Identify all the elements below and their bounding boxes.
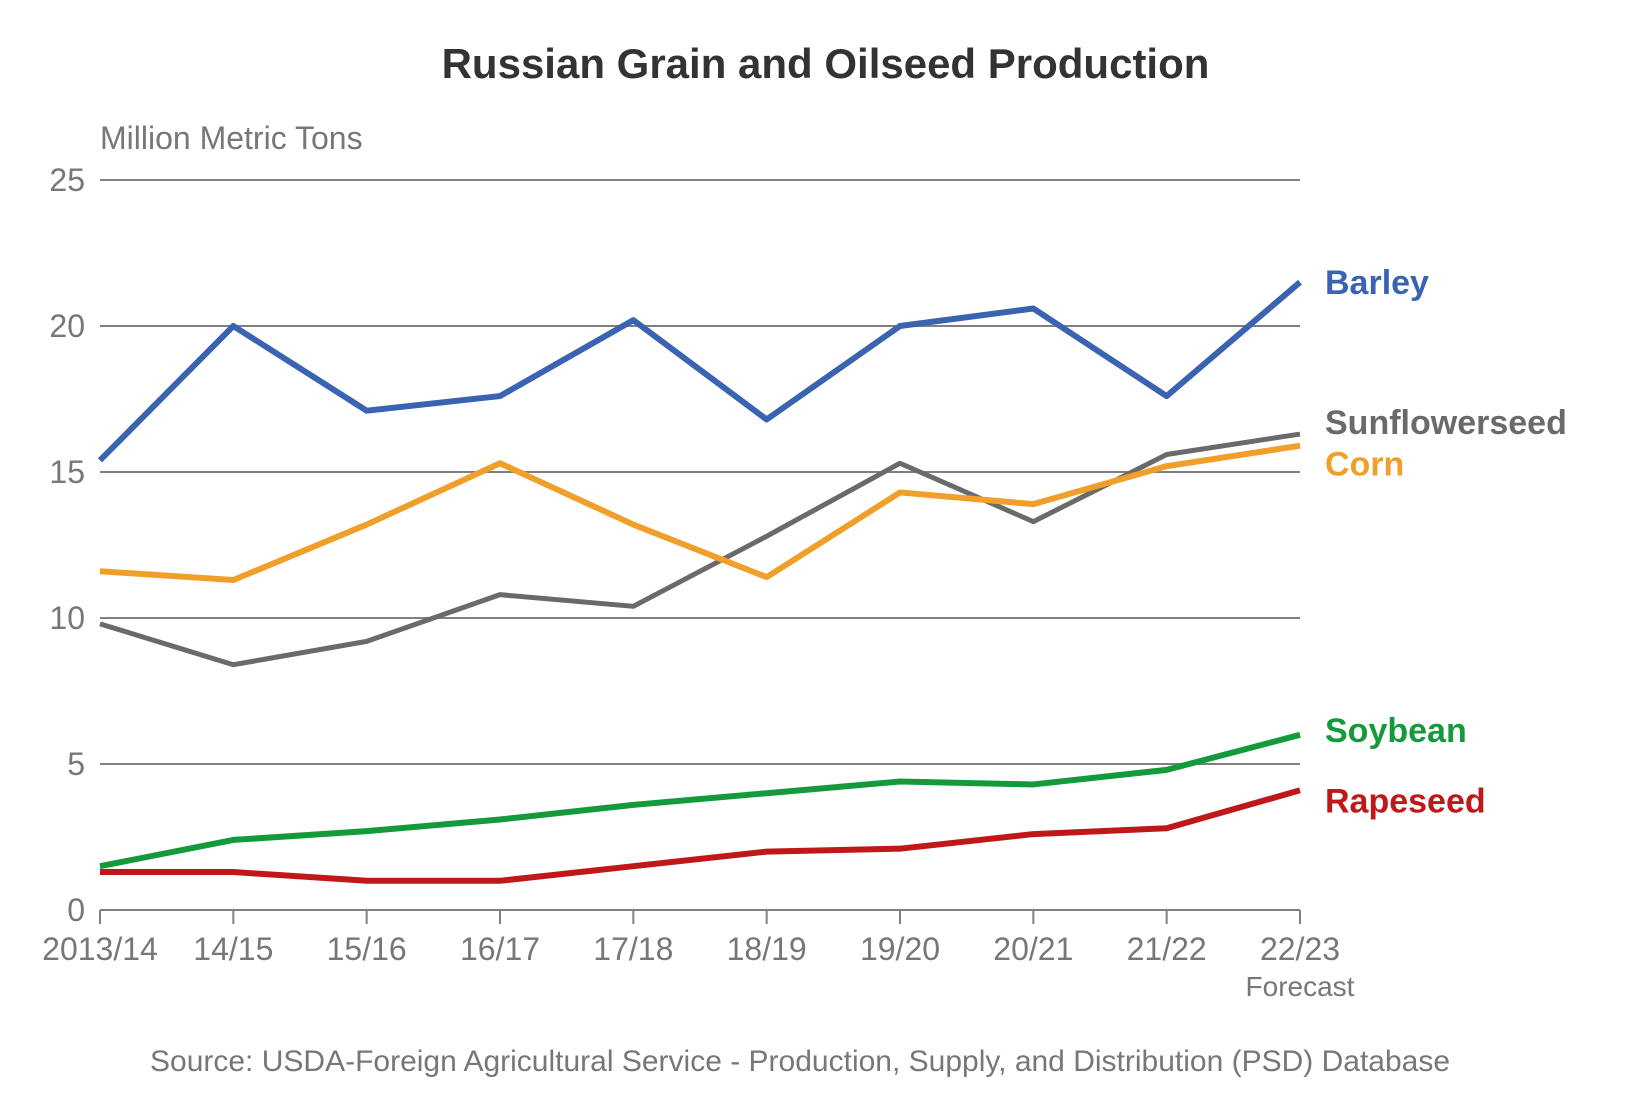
series-line-corn (100, 446, 1300, 580)
y-tick-label: 15 (49, 454, 85, 490)
chart-svg: 0 5 10 15 20 25 2013/14 14/15 15/16 16/17 17/18 18/… (0, 0, 1651, 1107)
x-tick-label: 20/21 (993, 931, 1073, 967)
x-tick-label: 15/16 (327, 931, 407, 967)
y-tick-label: 25 (49, 162, 85, 198)
x-tick-label: 14/15 (193, 931, 273, 967)
forecast-label: Forecast (1246, 971, 1355, 1002)
series-label-corn: Corn (1325, 446, 1404, 484)
y-tick-label: 20 (49, 308, 85, 344)
y-tick-label: 0 (67, 892, 85, 928)
x-tick-label: 22/23 (1260, 931, 1340, 967)
x-tick-label: 2013/14 (42, 931, 158, 967)
x-tick-label: 19/20 (860, 931, 940, 967)
series-group: Barley Sunflowerseed Corn Soybean Rapeseed (100, 264, 1567, 881)
source-text: Source: USDA-Foreign Agricultural Servic… (150, 1045, 1450, 1079)
series-label-sunflowerseed: Sunflowerseed (1325, 404, 1567, 442)
series-line-barley (100, 282, 1300, 460)
series-label-barley: Barley (1325, 264, 1429, 302)
gridlines: 0 5 10 15 20 25 (49, 162, 1300, 928)
y-tick-label: 10 (49, 600, 85, 636)
x-ticks: 2013/14 14/15 15/16 16/17 17/18 18/19 19/20 20/… (42, 910, 1355, 1002)
x-tick-label: 17/18 (593, 931, 673, 967)
y-tick-label: 5 (67, 746, 85, 782)
x-tick-label: 18/19 (727, 931, 807, 967)
chart-container: Russian Grain and Oilseed Production Mil… (0, 0, 1651, 1107)
series-label-rapeseed: Rapeseed (1325, 782, 1486, 820)
x-tick-label: 16/17 (460, 931, 540, 967)
series-label-soybean: Soybean (1325, 712, 1467, 750)
x-tick-label: 21/22 (1127, 931, 1207, 967)
series-line-soybean (100, 735, 1300, 866)
